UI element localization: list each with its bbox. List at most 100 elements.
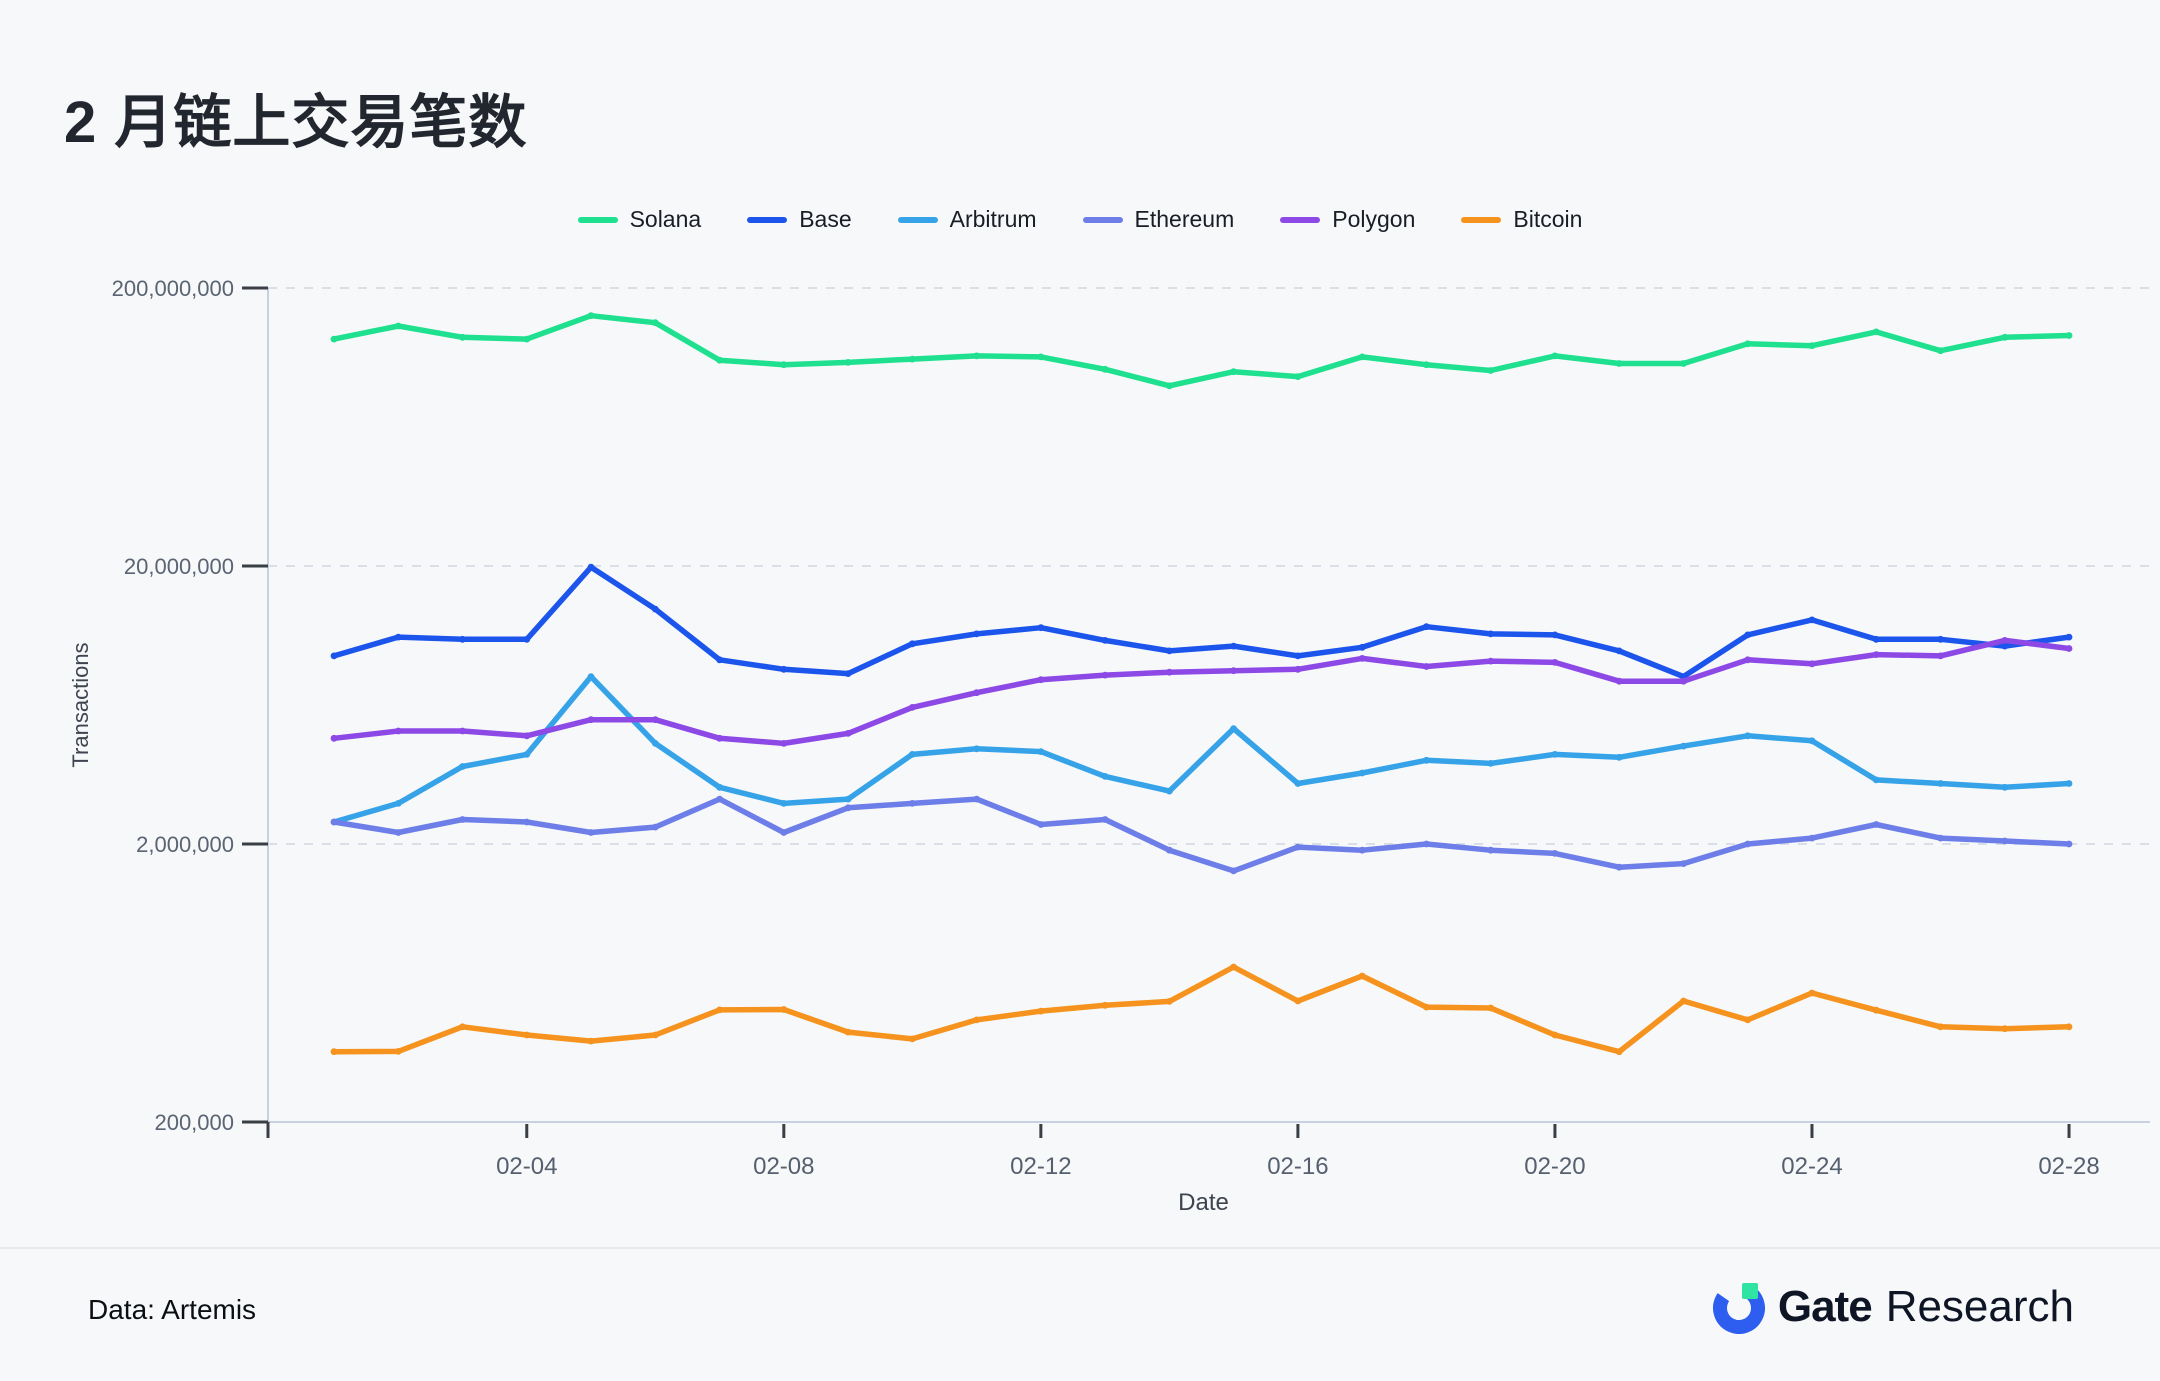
x-tick-label: 02-24 xyxy=(1781,1153,1842,1180)
series-point-base xyxy=(1872,635,1880,643)
series-point-base xyxy=(1937,635,1944,643)
series-point-solana xyxy=(1487,367,1495,374)
series-point-bitcoin xyxy=(651,1031,659,1039)
series-point-polygon xyxy=(1358,655,1366,662)
series-point-solana xyxy=(1808,342,1816,350)
legend-item-arbitrum[interactable]: Arbitrum xyxy=(897,206,1037,233)
series-point-base xyxy=(1294,652,1302,660)
series-point-bitcoin xyxy=(908,1035,916,1043)
chart-legend: Solana Base Arbitrum Ethereum Polygon Bitcoin xyxy=(0,206,2160,233)
series-point-base xyxy=(330,652,338,660)
legend-item-base[interactable]: Base xyxy=(747,206,852,233)
series-point-polygon xyxy=(973,689,980,697)
series-point-arbitrum xyxy=(1937,780,1944,787)
series-point-arbitrum xyxy=(1230,725,1237,732)
series-point-ethereum xyxy=(1230,867,1237,875)
series-point-base xyxy=(523,635,531,643)
series-point-polygon xyxy=(908,704,916,711)
series-point-arbitrum xyxy=(1615,753,1623,761)
series-point-solana xyxy=(1423,361,1430,369)
series-point-ethereum xyxy=(1358,846,1366,854)
series-point-arbitrum xyxy=(1166,787,1173,795)
series-point-bitcoin xyxy=(716,1006,723,1014)
series-point-base xyxy=(1744,631,1752,639)
series-point-polygon xyxy=(2001,637,2009,644)
x-tick-label: 02-20 xyxy=(1524,1153,1585,1180)
series-point-polygon xyxy=(330,734,338,742)
series-point-ethereum xyxy=(1423,840,1430,848)
y-tick-label: 20,000,000 xyxy=(124,554,234,579)
series-point-solana xyxy=(2065,332,2073,339)
series-point-polygon xyxy=(1037,676,1045,684)
series-point-base xyxy=(908,640,916,648)
series-point-bitcoin xyxy=(1872,1006,1880,1014)
legend-item-bitcoin[interactable]: Bitcoin xyxy=(1461,206,1582,233)
series-point-solana xyxy=(973,352,980,360)
series-point-solana xyxy=(330,335,338,343)
series-point-bitcoin xyxy=(1166,998,1173,1005)
series-point-arbitrum xyxy=(587,673,595,680)
series-point-arbitrum xyxy=(1037,748,1045,755)
series-point-solana xyxy=(523,335,531,343)
series-point-base xyxy=(1487,630,1495,638)
series-point-solana xyxy=(1358,353,1366,361)
series-point-base xyxy=(844,670,852,677)
series-point-base xyxy=(1358,643,1366,651)
page-title: 2 月链上交易笔数 xyxy=(64,89,528,155)
series-point-bitcoin xyxy=(1808,989,1816,997)
series-point-base xyxy=(394,633,402,641)
series-point-polygon xyxy=(523,732,531,740)
series-point-bitcoin xyxy=(394,1048,402,1055)
series-point-bitcoin xyxy=(780,1006,788,1013)
legend-item-polygon[interactable]: Polygon xyxy=(1280,206,1415,233)
series-point-bitcoin xyxy=(1615,1048,1623,1056)
series-point-ethereum xyxy=(459,816,466,823)
series-point-ethereum xyxy=(716,795,723,803)
legend-item-ethereum[interactable]: Ethereum xyxy=(1082,206,1234,233)
series-point-solana xyxy=(1294,373,1302,380)
series-point-solana xyxy=(908,355,916,363)
series-point-ethereum xyxy=(1744,840,1752,848)
series-point-base xyxy=(1101,637,1109,644)
y-tick-label: 200,000,000 xyxy=(112,276,234,301)
legend-swatch-base xyxy=(747,216,788,223)
x-tick-label: 02-16 xyxy=(1267,1153,1328,1180)
series-point-arbitrum xyxy=(2065,780,2073,787)
series-point-base xyxy=(1808,616,1816,624)
series-point-ethereum xyxy=(1808,834,1816,842)
series-point-base xyxy=(1230,642,1237,650)
legend-label: Polygon xyxy=(1332,206,1416,232)
series-point-ethereum xyxy=(330,818,338,826)
series-point-solana xyxy=(1037,353,1045,361)
series-point-ethereum xyxy=(1937,834,1944,842)
series-point-polygon xyxy=(394,727,402,735)
series-point-ethereum xyxy=(780,829,788,836)
series-point-arbitrum xyxy=(1101,773,1109,780)
series-point-ethereum xyxy=(1551,850,1559,857)
x-tick-label: 02-04 xyxy=(496,1153,557,1180)
series-point-ethereum xyxy=(1101,816,1109,823)
series-point-ethereum xyxy=(1037,821,1045,828)
series-point-polygon xyxy=(1615,677,1623,685)
series-point-bitcoin xyxy=(1744,1016,1752,1024)
series-point-polygon xyxy=(1937,652,1944,660)
y-axis-title: Transactions xyxy=(68,642,93,767)
legend-label: Bitcoin xyxy=(1513,206,1583,232)
legend-label: Solana xyxy=(629,206,702,232)
series-point-arbitrum xyxy=(716,783,723,791)
series-point-solana xyxy=(1230,368,1237,376)
series-point-bitcoin xyxy=(523,1031,531,1039)
series-point-polygon xyxy=(1551,659,1559,666)
legend-item-solana[interactable]: Solana xyxy=(577,206,702,233)
series-point-bitcoin xyxy=(330,1048,338,1056)
brand-name-gate: Gate xyxy=(1777,1282,1873,1331)
series-point-ethereum xyxy=(1294,843,1302,851)
legend-label: Base xyxy=(799,206,852,232)
legend-swatch-arbitrum xyxy=(897,216,938,223)
y-tick-label: 2,000,000 xyxy=(136,832,234,857)
series-point-polygon xyxy=(1808,660,1816,668)
series-point-arbitrum xyxy=(844,795,852,803)
series-line-solana xyxy=(331,312,2072,389)
gate-logo-icon xyxy=(1712,1282,1765,1334)
